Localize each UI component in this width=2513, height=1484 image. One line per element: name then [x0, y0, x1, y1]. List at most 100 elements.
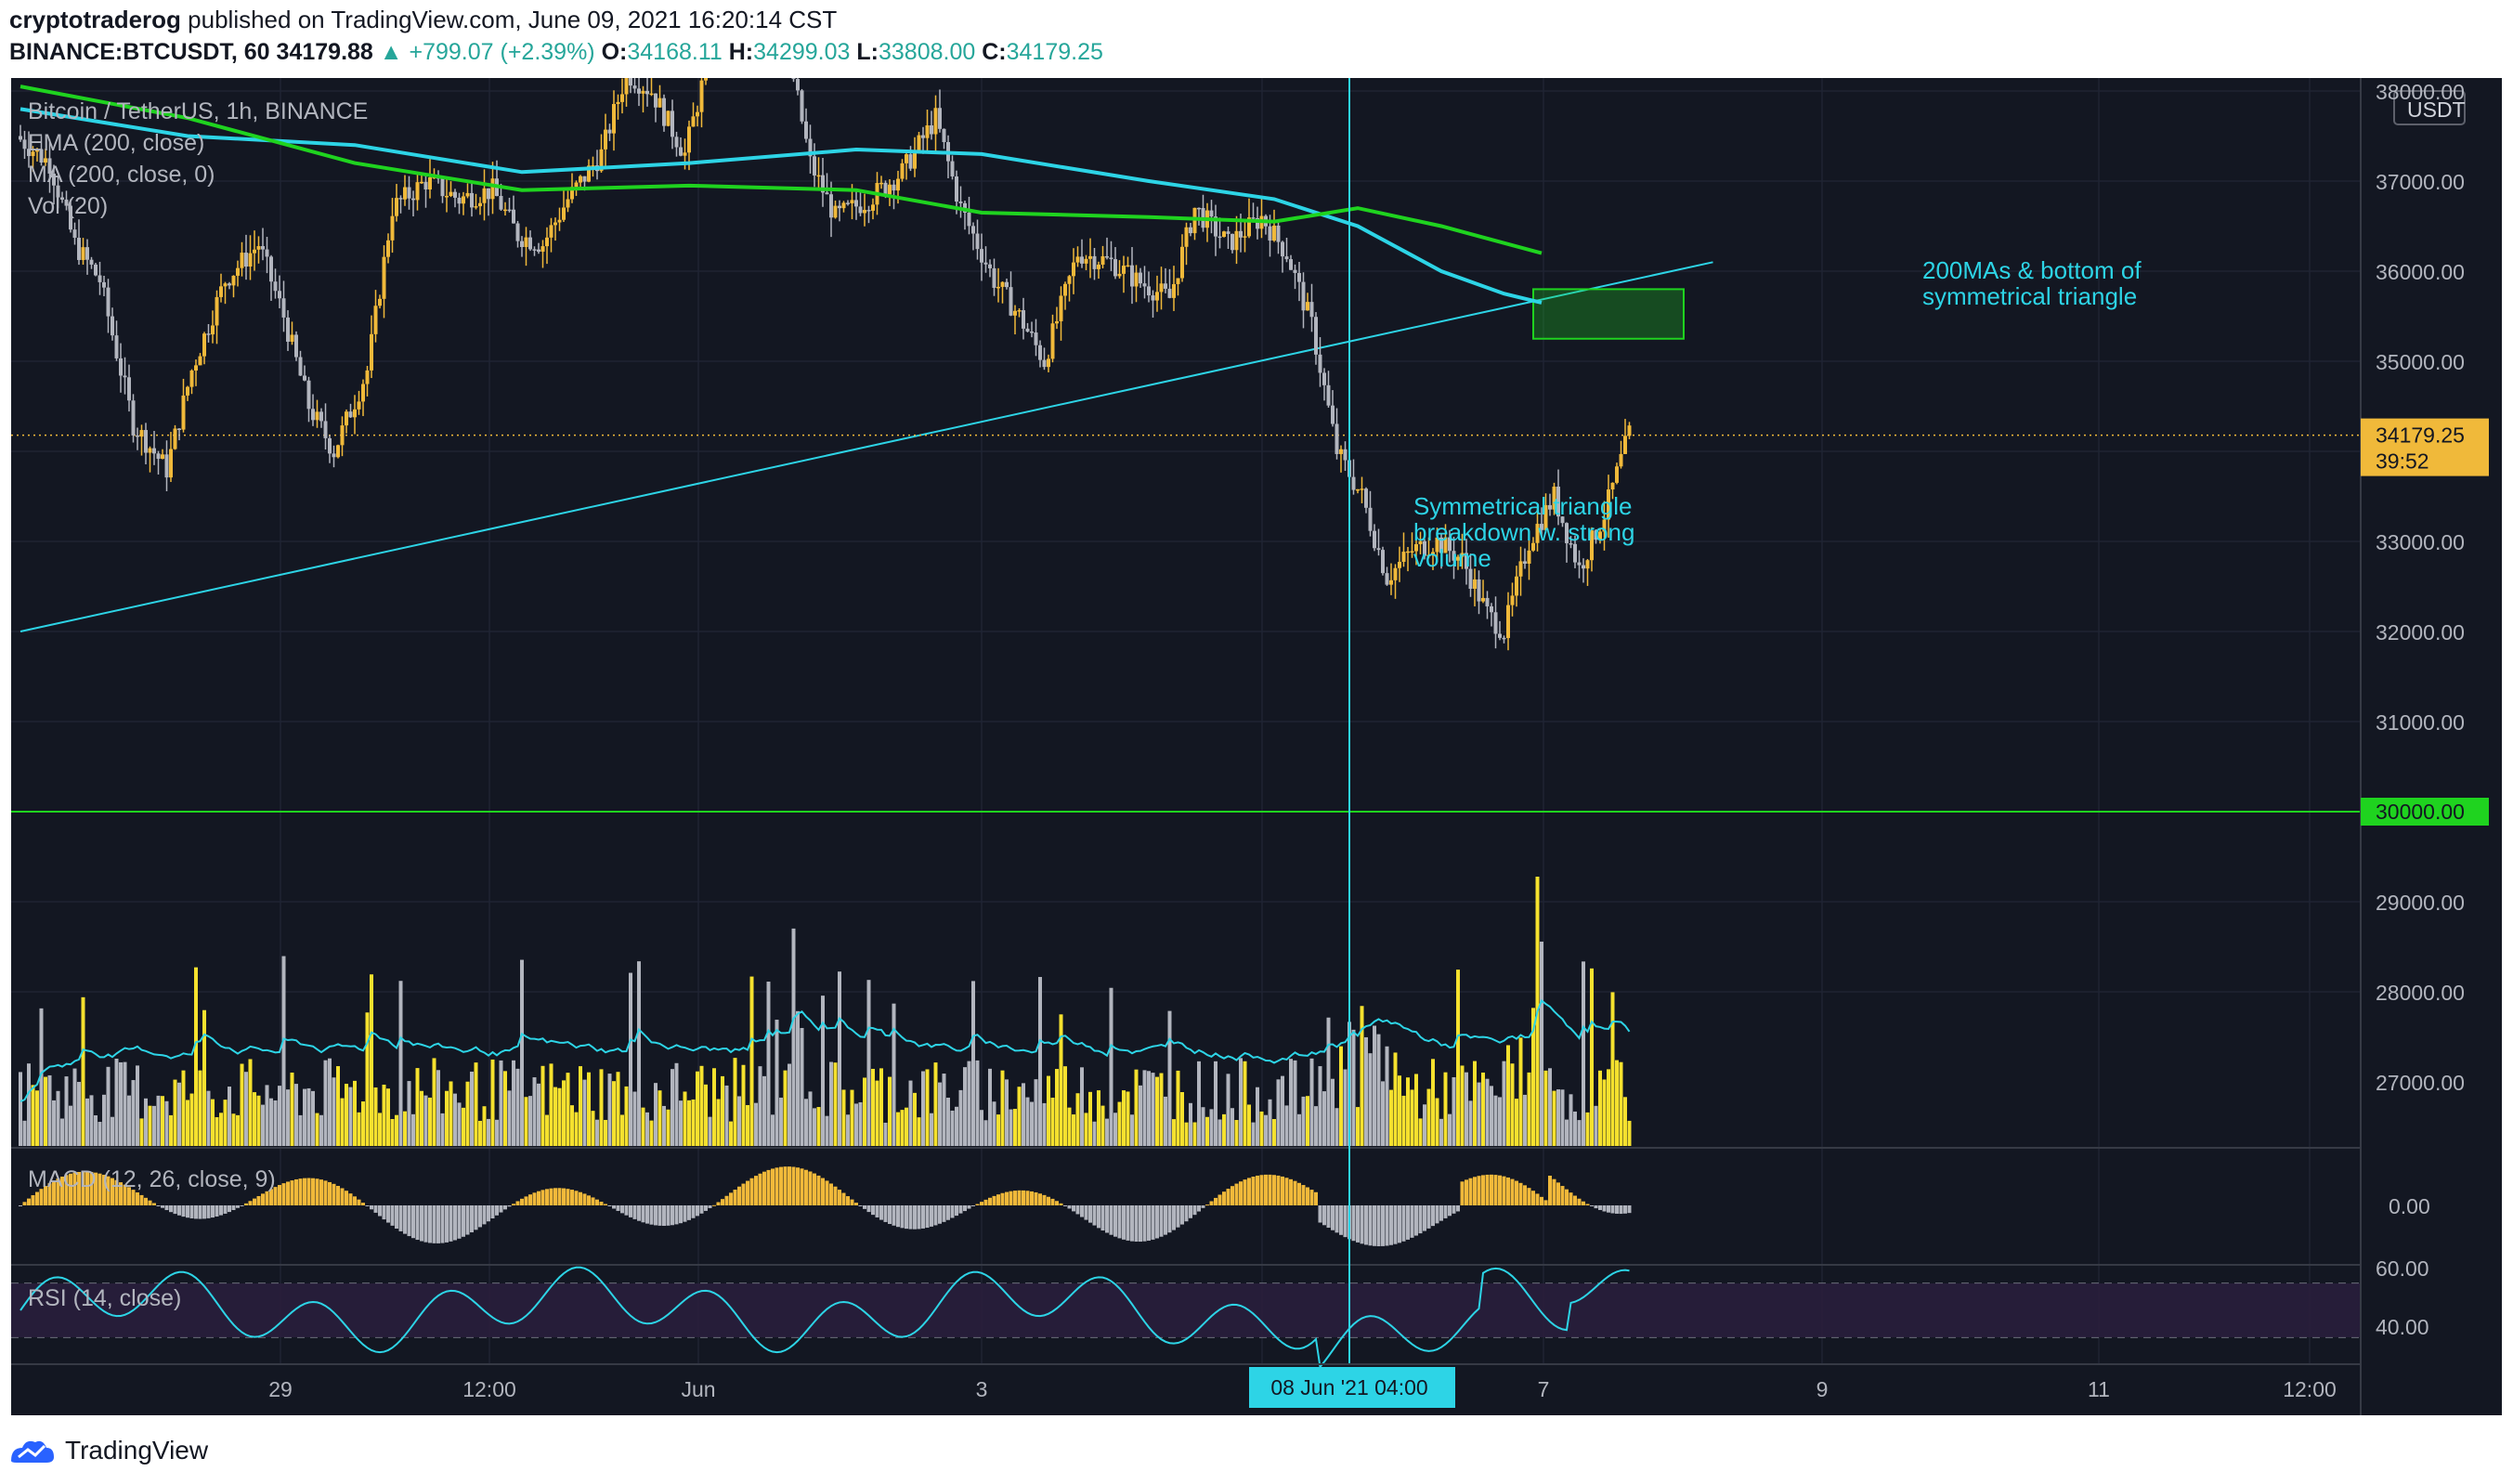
volume-bar: [378, 1113, 382, 1146]
macd-bar: [879, 1205, 883, 1220]
candle-body: [641, 90, 645, 94]
macd-bar: [1067, 1205, 1072, 1209]
publish-line: cryptotraderog published on TradingView.…: [9, 6, 837, 39]
volume-bar: [532, 1077, 537, 1146]
macd-bar: [645, 1205, 649, 1224]
macd-bar: [223, 1205, 228, 1214]
candle-body: [1314, 317, 1318, 355]
macd-bar: [1142, 1205, 1147, 1242]
macd-bar: [996, 1194, 1000, 1205]
volume-bar: [612, 1081, 616, 1146]
volume-bar: [1543, 1070, 1548, 1146]
macd-bar: [696, 1205, 699, 1217]
volume-bar: [1627, 1120, 1632, 1146]
candle-body: [883, 182, 888, 195]
macd-bar: [888, 1205, 892, 1224]
volume-bar: [1460, 1065, 1465, 1146]
macd-bar: [587, 1195, 591, 1205]
macd-bar: [231, 1205, 236, 1211]
candle-body: [1289, 259, 1293, 270]
candle-body: [89, 259, 94, 265]
macd-bar: [1331, 1205, 1335, 1230]
volume-bar: [60, 1118, 64, 1146]
volume-bar: [290, 1072, 294, 1146]
macd-bar: [398, 1205, 403, 1231]
macd-bar: [64, 1175, 69, 1205]
candle-body: [1406, 551, 1410, 553]
note-200ma-line: 200MAs & bottom of: [1922, 256, 2142, 284]
macd-bar: [1268, 1174, 1272, 1205]
volume-bar: [1385, 1046, 1389, 1146]
macd-bar: [490, 1205, 495, 1219]
volume-bar: [791, 928, 796, 1146]
time-tick: 12:00: [462, 1377, 516, 1401]
macd-bar: [440, 1205, 445, 1243]
chart-panel[interactable]: Bitcoin / TetherUS, 1h, BINANCE EMA (200,…: [11, 78, 2502, 1415]
candle-body: [177, 428, 181, 430]
candle-body: [654, 93, 658, 108]
candle-body: [194, 365, 198, 371]
macd-bar: [654, 1205, 658, 1226]
volume-bar: [248, 1059, 253, 1146]
macd-bar: [808, 1171, 813, 1205]
time-tick: 11: [2088, 1377, 2110, 1401]
volume-bar: [1042, 1102, 1047, 1146]
macd-bar: [1506, 1177, 1510, 1205]
macd-bar: [1460, 1181, 1465, 1205]
macd-bar: [407, 1205, 411, 1237]
candle-body: [913, 150, 917, 169]
volume-bar: [81, 996, 85, 1146]
volume-bar: [228, 1087, 231, 1146]
volume-bar: [888, 1076, 892, 1146]
candle-body: [365, 370, 370, 384]
volume-bar: [1067, 1107, 1072, 1146]
volume-bar: [796, 1010, 800, 1146]
macd-bar: [1556, 1182, 1560, 1205]
macd-bar: [816, 1175, 821, 1205]
macd-bar: [1155, 1205, 1159, 1239]
candle-body: [1117, 273, 1122, 277]
level-tag: [2361, 798, 2489, 826]
macd-bar: [1543, 1200, 1548, 1205]
macd-bar: [1322, 1205, 1326, 1226]
candle-body: [841, 202, 846, 209]
macd-bar: [946, 1205, 950, 1220]
macd-bar: [482, 1205, 487, 1225]
candle-body: [44, 158, 47, 163]
volume-bar: [1485, 1078, 1490, 1146]
volume-bar: [1602, 1079, 1607, 1146]
macd-bar: [353, 1196, 357, 1205]
macd-bar: [1552, 1178, 1556, 1205]
volume-bar: [930, 1113, 933, 1146]
high-value: 34299.03: [753, 39, 851, 65]
candle-body: [624, 78, 629, 95]
candle-body: [1460, 553, 1465, 557]
macd-bar: [712, 1204, 716, 1206]
candle-body: [1293, 269, 1297, 273]
macd-bar: [699, 1205, 704, 1214]
volume-bar: [411, 1113, 415, 1146]
candle-body: [1498, 633, 1502, 638]
author-name[interactable]: cryptotraderog: [9, 6, 181, 33]
candle-body: [1598, 531, 1602, 540]
candle-body: [332, 453, 336, 458]
candle-body: [1452, 551, 1456, 561]
macd-bar: [566, 1189, 570, 1205]
volume-bar: [1205, 1116, 1209, 1146]
macd-bar: [503, 1205, 507, 1210]
price-tick: 35000.00: [2376, 350, 2465, 374]
volume-bar: [281, 956, 286, 1146]
macd-bar: [1259, 1175, 1264, 1205]
chart-canvas[interactable]: Bitcoin / TetherUS, 1h, BINANCE EMA (200,…: [11, 78, 2502, 1415]
volume-bar: [211, 1099, 215, 1146]
time-tick: 7: [1538, 1377, 1550, 1401]
candle-body: [796, 79, 800, 91]
volume-bar: [1393, 1052, 1398, 1146]
footer-brand[interactable]: TradingView: [65, 1436, 209, 1464]
last-price-tag: [2361, 418, 2489, 476]
macd-bar: [658, 1205, 662, 1226]
macd-bar: [1351, 1205, 1356, 1242]
candle-body: [582, 176, 587, 182]
volume-bar: [737, 1096, 741, 1146]
candle-body: [658, 98, 662, 108]
